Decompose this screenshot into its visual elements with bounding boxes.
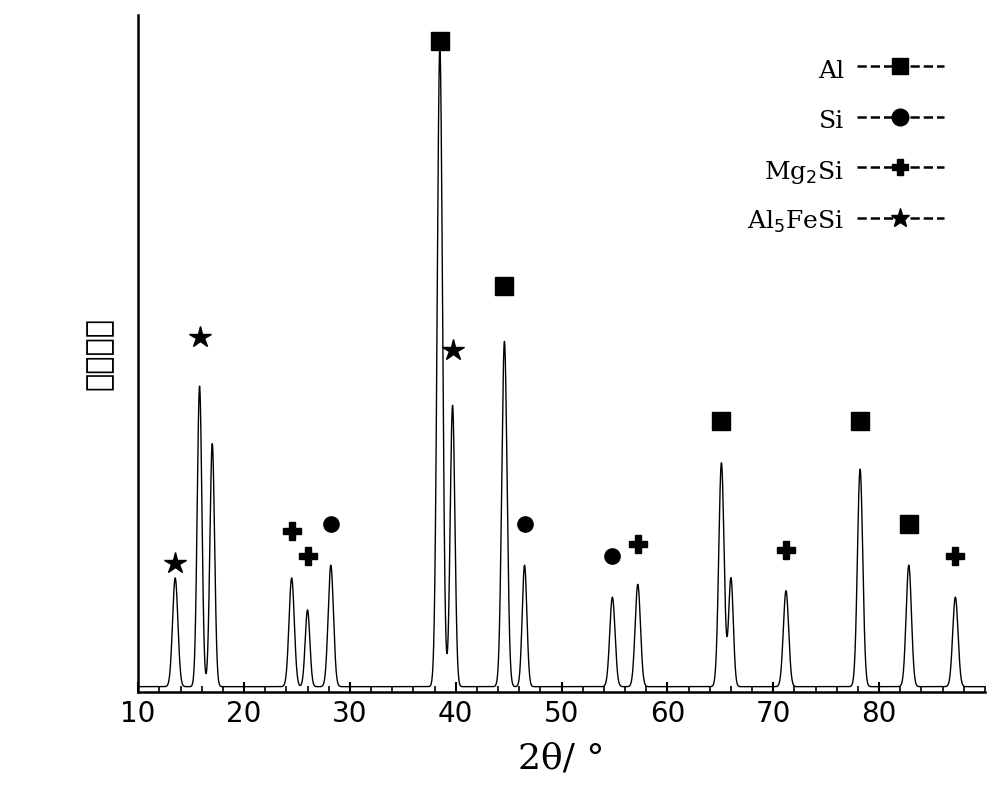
Legend: Al, Si, Mg$_2$Si, Al$_5$FeSi: Al, Si, Mg$_2$Si, Al$_5$FeSi [727, 34, 964, 256]
X-axis label: 2θ/ °: 2θ/ ° [518, 742, 605, 776]
Y-axis label: 相对强度: 相对强度 [85, 317, 114, 390]
